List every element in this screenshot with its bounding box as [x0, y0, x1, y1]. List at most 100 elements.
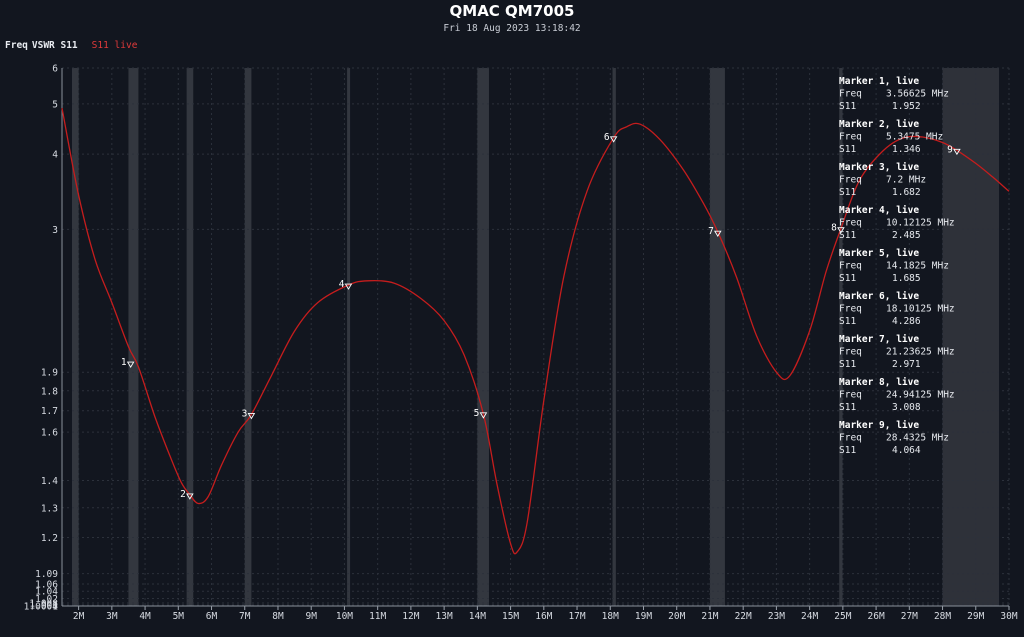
x-tick-label: 26M [868, 611, 885, 622]
band-shade-10 [942, 68, 1000, 606]
y-tick-label: 1.04 [35, 587, 58, 598]
y-tick-label: 1.2 [41, 533, 58, 544]
marker-9-freq-label: Freq [839, 433, 862, 444]
marker-8-icon[interactable] [837, 227, 845, 234]
y-tick-label: 1.8 [41, 386, 58, 397]
y-tick-label: 1.003 [29, 600, 58, 611]
y-tick-label: 1.02 [35, 594, 58, 605]
marker-8-s11-value: 3.008 [892, 402, 921, 413]
marker-3-icon[interactable] [247, 413, 256, 420]
marker-1-info-header: Marker 1, live [839, 76, 919, 87]
marker-9-freq-value: 28.4325 MHz [886, 433, 949, 444]
marker-4-freq-label: Freq [839, 218, 862, 229]
marker-7-s11-value: 2.971 [892, 359, 921, 370]
x-tick-label: 15M [502, 611, 519, 622]
band-shade-6 [477, 68, 489, 606]
marker-4-s11-label: S11 [839, 230, 856, 241]
marker-6-info-header: Marker 6, live [839, 291, 919, 302]
marker-7-s11-label: S11 [839, 359, 856, 370]
marker-9-label: 9 [947, 144, 953, 155]
marker-6-label: 6 [604, 132, 610, 143]
marker-5-s11-value: 1.685 [892, 273, 921, 284]
y-tick-label: 1.09 [35, 569, 58, 580]
x-tick-label: 11M [369, 611, 386, 622]
band-shade-1 [71, 68, 79, 606]
marker-7-label: 7 [708, 226, 714, 237]
marker-9-icon[interactable] [953, 148, 961, 156]
marker-2-freq-value: 5.3475 MHz [886, 132, 943, 143]
marker-7-icon[interactable] [714, 230, 722, 238]
marker-2-info-header: Marker 2, live [839, 119, 919, 130]
marker-6-s11-label: S11 [839, 316, 856, 327]
marker-6-icon[interactable] [609, 136, 618, 143]
x-tick-label: 7M [239, 611, 251, 622]
marker-4-icon[interactable] [344, 283, 353, 290]
marker-5-info-header: Marker 5, live [839, 248, 919, 259]
marker-2-label: 2 [180, 489, 186, 500]
y-tick-label: 6 [52, 64, 58, 75]
y-tick-label: 1.0004 [24, 601, 59, 612]
x-tick-label: 20M [668, 611, 685, 622]
x-tick-label: 9M [305, 611, 317, 622]
x-tick-label: 8M [272, 611, 284, 622]
marker-info-panel: Marker 1, live Freq 3.56625 MHz S11 1.952 Mar… [839, 76, 955, 456]
marker-2-s11-value: 1.346 [892, 144, 921, 155]
band-shade-5 [347, 68, 351, 606]
x-tick-label: 22M [735, 611, 752, 622]
x-tick-label: 25M [834, 611, 851, 622]
markers-layer: 1 2 3 4 5 6 7 8 9 [121, 132, 961, 500]
marker-3-s11-value: 1.682 [892, 187, 921, 198]
band-shade-3 [186, 68, 194, 606]
legend-vswr-label: VSWR S11 [31, 40, 78, 51]
marker-9-s11-value: 4.064 [892, 445, 921, 456]
x-tick-label: 28M [934, 611, 951, 622]
x-tick-label: 6M [206, 611, 218, 622]
marker-8-label: 8 [831, 223, 837, 234]
band-shade-2 [128, 68, 139, 606]
marker-5-icon[interactable] [479, 412, 488, 419]
band-shading-layer [71, 68, 1000, 606]
series-layer [61, 107, 1010, 555]
marker-8-freq-label: Freq [839, 390, 862, 401]
marker-2-s11-label: S11 [839, 144, 856, 155]
y-tick-label: 1.9 [41, 368, 58, 379]
x-tick-label: 13M [436, 611, 453, 622]
marker-1-label: 1 [121, 357, 127, 368]
x-tick-label: 12M [402, 611, 419, 622]
marker-9-info-header: Marker 9, live [839, 420, 919, 431]
band-shade-9 [839, 68, 843, 606]
y-tick-label: 1 [52, 602, 58, 613]
band-shade-8 [709, 68, 725, 606]
marker-8-s11-label: S11 [839, 402, 856, 413]
marker-3-freq-value: 7.2 MHz [886, 175, 926, 186]
y-tick-label: 4 [52, 150, 58, 161]
marker-6-s11-value: 4.286 [892, 316, 921, 327]
marker-3-freq-label: Freq [839, 175, 862, 186]
marker-1-freq-value: 3.56625 MHz [886, 89, 949, 100]
marker-6-freq-value: 18.10125 MHz [886, 304, 955, 315]
marker-4-s11-value: 2.485 [892, 230, 921, 241]
marker-5-label: 5 [474, 408, 480, 419]
x-tick-label: 16M [535, 611, 552, 622]
legend-series-s11-live[interactable]: S11 live [91, 40, 138, 51]
y-tick-label: 1.7 [41, 406, 58, 417]
y-tick-label: 1.6 [41, 428, 58, 439]
x-tick-label: 17M [568, 611, 585, 622]
y-tick-label: 1.06 [35, 580, 58, 591]
marker-9-s11-label: S11 [839, 445, 856, 456]
y-tick-label: 5 [52, 99, 58, 110]
x-tick-label: 18M [602, 611, 619, 622]
marker-2-icon[interactable] [186, 493, 194, 500]
x-tick-label: 19M [635, 611, 652, 622]
y-tick-label: 1.3 [41, 503, 58, 514]
x-tick-label: 21M [701, 611, 718, 622]
marker-4-freq-value: 10.12125 MHz [886, 218, 955, 229]
x-tick-label: 3M [106, 611, 118, 622]
marker-7-freq-value: 21.23625 MHz [886, 347, 955, 358]
marker-1-freq-label: Freq [839, 89, 862, 100]
series-line-s11-live[interactable] [61, 107, 1010, 555]
x-tick-label: 10M [336, 611, 353, 622]
marker-1-icon[interactable] [126, 361, 135, 368]
marker-5-s11-label: S11 [839, 273, 856, 284]
